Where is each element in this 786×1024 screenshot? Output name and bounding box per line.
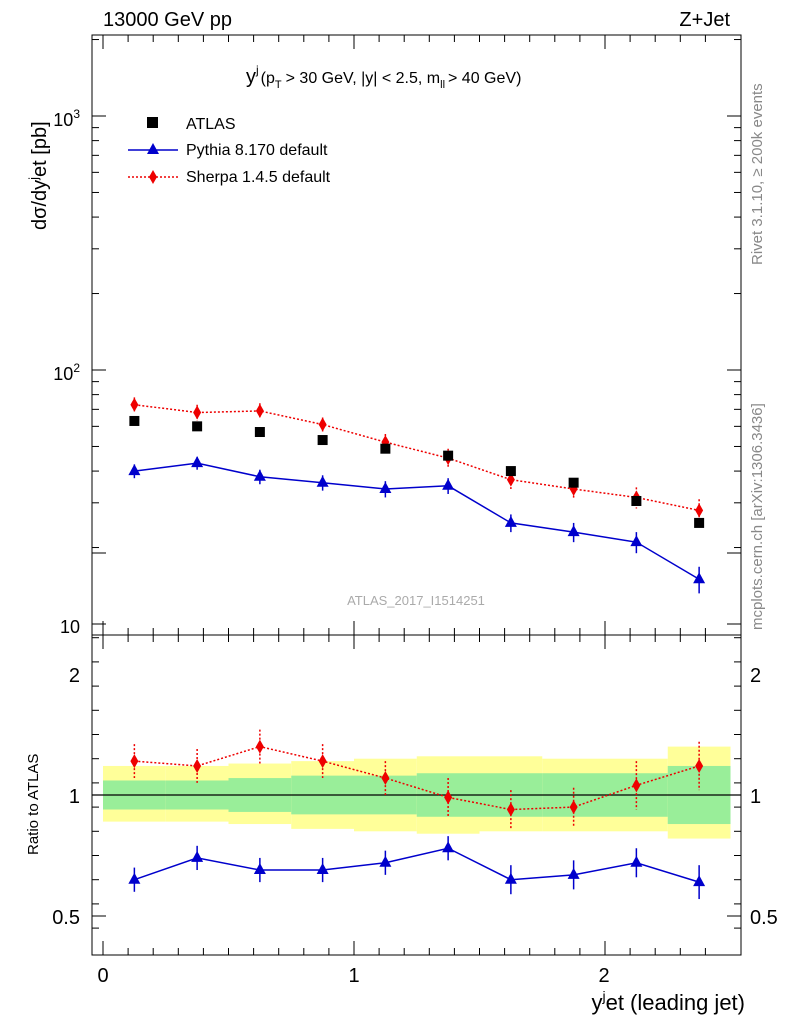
x-axis-label: yjet (leading jet): [591, 988, 745, 1015]
ratio-pythia-point: [630, 855, 643, 867]
ratio-sherpa-point: [193, 758, 202, 773]
atlas-point: [192, 421, 203, 432]
ratio-pythia-point: [442, 841, 455, 853]
atlas-point: [317, 435, 328, 446]
atlas-point: [694, 517, 705, 528]
legend-atlas-label: ATLAS: [186, 116, 236, 133]
x-tick-label-2: 2: [598, 965, 609, 987]
legend-pythia-label: Pythia 8.170 default: [186, 142, 328, 159]
ratio-sherpa-point: [255, 739, 264, 754]
pythia-point: [442, 478, 455, 490]
ratio-pythia-point: [316, 863, 329, 875]
ratio-pythia-point: [253, 863, 266, 875]
ratio-sherpa-point: [506, 802, 515, 817]
ratio-y-tick-left-1: 1: [69, 786, 80, 808]
pythia-point: [693, 572, 706, 584]
pythia-point: [504, 515, 517, 527]
sherpa-line: [134, 403, 700, 512]
ratio-y-axis-label: Ratio to ATLAS: [25, 754, 42, 855]
ratio-panel: 2 1 0.5 2 1 0.5 Ratio to ATLAS 0 1 2 yje…: [25, 552, 778, 1015]
ratio-sherpa-point: [569, 800, 578, 815]
sherpa-point: [255, 403, 264, 418]
ratio-sherpa-point: [695, 758, 704, 773]
ratio-pythia-point: [504, 872, 517, 884]
pythia-point: [191, 456, 204, 468]
sherpa-point: [193, 405, 202, 420]
legend-sherpa-marker: [149, 170, 157, 184]
sherpa-point: [318, 417, 327, 432]
ratio-y-tick-right-05: 0.5: [750, 907, 778, 929]
pythia-point: [253, 469, 266, 481]
header-left: 13000 GeV pp: [103, 9, 232, 31]
ratio-pythia-line: [134, 847, 700, 883]
ratio-pythia-point: [128, 872, 141, 884]
ratio-frame: [91, 634, 742, 956]
ratio-data-marks: [128, 729, 706, 900]
ratio-tick-marks: [92, 552, 741, 955]
mcplots-label: mcplots.cern.ch [arXiv:1306.3436]: [749, 403, 766, 630]
ratio-sherpa-point: [632, 778, 641, 793]
main-panel: 103 102 10 dσ/dyjet [pb] yj (pT > 30 GeV, …: [26, 34, 742, 637]
ratio-y-tick-left-05: 0.5: [52, 907, 80, 929]
y-tick-label-100: 102: [53, 361, 80, 384]
atlas-point: [129, 415, 140, 426]
pythia-point: [316, 475, 329, 487]
sherpa-point: [506, 472, 515, 487]
pythia-line: [134, 462, 700, 580]
ratio-sherpa-point: [444, 790, 453, 805]
ratio-pythia-point: [379, 855, 392, 867]
main-data-marks: [128, 397, 706, 594]
main-tick-marks: [92, 35, 741, 635]
ratio-pythia-point: [567, 867, 580, 879]
y-tick-label-1000: 103: [53, 107, 80, 130]
ratio-sherpa-point: [318, 754, 327, 769]
sherpa-point: [695, 503, 704, 518]
ratio-pythia-point: [191, 850, 204, 862]
pythia-point: [567, 525, 580, 537]
legend-atlas-marker: [147, 117, 158, 128]
atlas-point: [568, 477, 579, 488]
ratio-y-tick-left-2: 2: [69, 665, 80, 687]
main-y-axis-label: dσ/dyjet [pb]: [26, 121, 51, 230]
ratio-pythia-point: [693, 875, 706, 887]
x-tick-label-1: 1: [348, 965, 359, 987]
rivet-version-label: Rivet 3.1.10, ≥ 200k events: [749, 83, 766, 265]
analysis-watermark: ATLAS_2017_I1514251: [347, 593, 485, 608]
x-tick-label-0: 0: [97, 965, 108, 987]
ratio-y-tick-right-1: 1: [750, 786, 761, 808]
ratio-uncertainty-bands: [92, 746, 741, 839]
pythia-point: [128, 464, 141, 476]
sherpa-point: [130, 397, 139, 412]
ratio-y-tick-right-2: 2: [750, 665, 761, 687]
ratio-sherpa-point: [130, 754, 139, 769]
header-right: Z+Jet: [679, 9, 730, 31]
atlas-point: [631, 495, 642, 506]
pythia-point: [379, 482, 392, 494]
pythia-point: [630, 535, 643, 547]
legend-pythia-marker: [147, 143, 159, 154]
plot-title: yj (pT > 30 GeV, |y| < 2.5, mll > 40 GeV): [246, 63, 521, 91]
legend-sherpa-label: Sherpa 1.4.5 default: [186, 169, 331, 186]
legend: ATLAS Pythia 8.170 default Sherpa 1.4.5 …: [128, 116, 331, 186]
atlas-point: [505, 466, 516, 477]
atlas-point: [380, 443, 391, 454]
ratio-sherpa-point: [381, 771, 390, 786]
y-tick-label-10: 10: [60, 617, 80, 637]
atlas-point: [254, 427, 265, 438]
atlas-point: [443, 450, 454, 461]
